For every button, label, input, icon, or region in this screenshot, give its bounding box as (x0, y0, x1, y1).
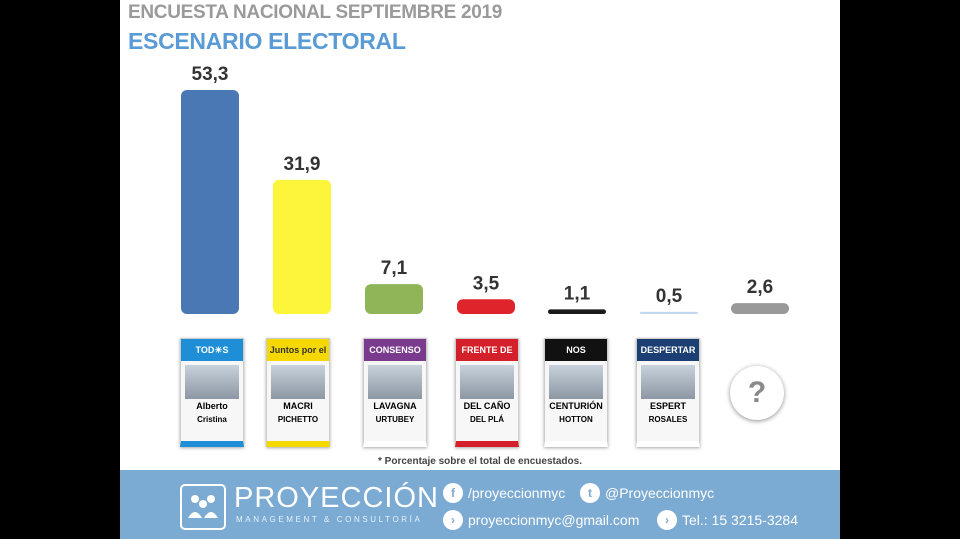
candidate-photo (271, 365, 325, 399)
ballot-candidate-2: ROSALES (648, 415, 688, 424)
candidate-photo (641, 365, 695, 399)
ballot-candidate-2: URTUBEY (375, 415, 415, 424)
candidate-photo (368, 365, 422, 399)
ballot-candidate-1: DEL CAÑO (463, 401, 511, 411)
bar-3 (365, 284, 423, 314)
bar-7 (731, 303, 789, 314)
ballot-candidate-1: LAVAGNA (373, 401, 417, 411)
email-link[interactable]: proyeccionmyc@gmail.com (468, 512, 640, 528)
bar-6 (640, 311, 698, 314)
ballot-party-nos: NOS (545, 339, 607, 361)
candidate-photo (549, 365, 603, 399)
ballot-candidate-1: Alberto (196, 401, 228, 411)
ballot-party-izquierda: FRENTE DE IZQUIERDA (456, 339, 518, 377)
phone-number: Tel.: 15 3215-3284 (682, 512, 798, 528)
ballot-candidate-2: HOTTON (559, 415, 593, 424)
bar-value-label-3: 7,1 (381, 258, 408, 279)
footnote: * Porcentaje sobre el total de encuestad… (378, 456, 582, 467)
bar-value-label-7: 2,6 (747, 277, 773, 298)
bar-value-label-2: 31,9 (284, 154, 321, 175)
ballot-candidate-1: ESPERT (649, 401, 686, 411)
bar-value-label-4: 3,5 (473, 273, 500, 294)
facebook-link[interactable]: /proyeccionmyc (468, 485, 566, 501)
facebook-icon[interactable]: f (443, 483, 463, 503)
people-logo-icon (180, 484, 226, 530)
ballot-candidate-2: PICHETTO (277, 415, 319, 424)
ballot-candidate-1: MACRI (283, 401, 313, 411)
email-arrow-icon: › (443, 510, 463, 530)
scenario-title: ESCENARIO ELECTORAL (128, 28, 406, 54)
slide: ENCUESTA NACIONAL SEPTIEMBRE 2019 ESCENA… (120, 0, 840, 539)
ballot-card-juntos: Juntos por el CAMBIO MACRI PICHETTO (266, 338, 330, 447)
bar-value-label-1: 53,3 (192, 64, 229, 85)
ballot-candidate-2: Cristina (197, 415, 227, 424)
ballot-candidate-1: CENTURIÓN (549, 401, 603, 411)
ballot-card-consenso: CONSENSO FEDERAL LAVAGNA URTUBEY (363, 338, 427, 447)
ballot-party-despertar: DESPERTAR (637, 339, 699, 361)
phone-arrow-icon: › (657, 510, 677, 530)
brand-tagline: MANAGEMENT & CONSULTORÍA (236, 515, 423, 524)
ballot-card-despertar: DESPERTAR ESPERT ROSALES (636, 338, 700, 447)
bar-5 (548, 309, 606, 314)
bar-chart: 53,3 31,9 7,1 3,5 1,1 0,5 2,6 (181, 64, 789, 314)
bar-4 (457, 299, 515, 314)
ballot-candidate-2: DEL PLÁ (469, 415, 505, 424)
ballot-party-consenso: CONSENSO FEDERAL (364, 339, 426, 377)
candidate-photo (460, 365, 514, 399)
ballot-card-izquierda: FRENTE DE IZQUIERDA DEL CAÑO DEL PLÁ (455, 338, 519, 447)
ballot-card-todos: TOD☀S Alberto Cristina (180, 338, 244, 447)
ballot-card-nos: NOS CENTURIÓN HOTTON (544, 338, 608, 447)
brand-name: PROYECCIÓN (234, 482, 439, 514)
bar-value-label-6: 0,5 (656, 286, 683, 307)
twitter-icon[interactable]: t (580, 483, 600, 503)
survey-title: ENCUESTA NACIONAL SEPTIEMBRE 2019 (128, 2, 503, 23)
bar-value-label-5: 1,1 (564, 283, 591, 304)
twitter-link[interactable]: @Proyeccionmyc (605, 485, 715, 501)
footer: PROYECCIÓN MANAGEMENT & CONSULTORÍA f /p… (120, 470, 840, 539)
question-mark-icon: ? (730, 366, 784, 420)
bar-1 (181, 90, 239, 314)
ballot-party-juntos: Juntos por el CAMBIO (267, 339, 329, 377)
ballot-party-todos: TOD☀S (181, 339, 243, 361)
bar-2 (273, 179, 331, 314)
candidate-photo (185, 365, 239, 399)
